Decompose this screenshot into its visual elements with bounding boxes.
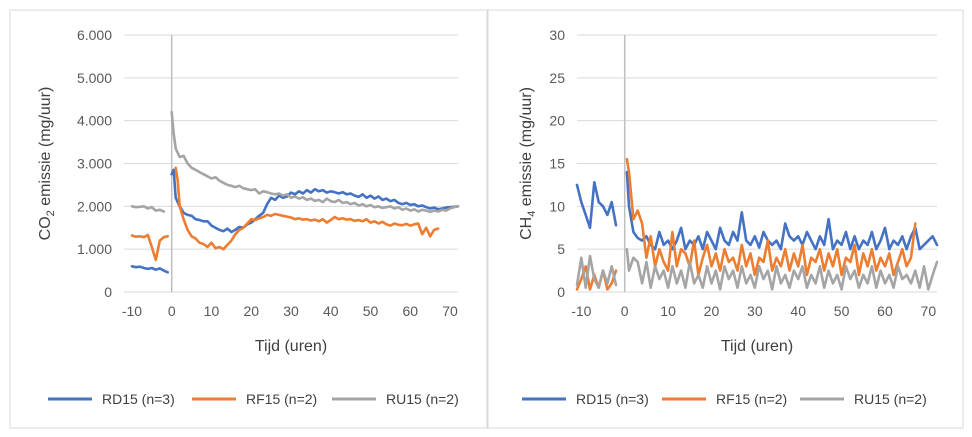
co2-x-tick-label: 0: [168, 303, 176, 319]
co2-legend-label-3: RU15 (n=2): [386, 391, 459, 407]
ch4-series-3-line-2: [625, 247, 939, 291]
co2-legend: RD15 (n=3) RF15 (n=2) RU15 (n=2): [48, 391, 459, 407]
ch4-x-tick-label: 40: [790, 303, 806, 319]
panel-border-ch4: [487, 9, 964, 429]
ch4-series-1-line-2: [625, 170, 939, 251]
co2-y-tick-label: 1.000: [77, 241, 112, 257]
co2-y-tick-label: 3.000: [77, 156, 112, 172]
ch4-series-2-line-2: [625, 157, 917, 277]
ch4-y-tick-label: 0: [557, 284, 565, 300]
ch4-legend-label-1: RD15 (n=3): [576, 391, 649, 407]
co2-x-tick-label: 20: [243, 303, 259, 319]
co2-series-1-line-1: [130, 264, 169, 274]
ch4-y-axis-title: CH4 emissie (mg/uur): [518, 87, 538, 240]
ch4-series-3-line-1: [575, 254, 618, 290]
co2-series-2-line-2: [174, 166, 440, 251]
co2-x-tick-label: 50: [363, 303, 379, 319]
co2-y-tick-label: 5.000: [77, 70, 112, 86]
ch4-y-tick-label: 5: [557, 241, 565, 257]
ch4-x-tick-label: 60: [877, 303, 893, 319]
co2-series-2: [130, 166, 440, 262]
co2-series-2-line-1: [130, 233, 169, 262]
ch4-series-1-line-1: [575, 181, 618, 230]
co2-y-tick-label: 2.000: [77, 198, 112, 214]
ch4-x-axis-title: Tijd (uren): [721, 338, 793, 355]
co2-series-3: [130, 110, 460, 214]
ch4-x-tick-label: 20: [704, 303, 720, 319]
co2-x-tick-label: 40: [323, 303, 339, 319]
co2-x-tick-label: -10: [122, 303, 142, 319]
co2-x-tick-label: 60: [402, 303, 418, 319]
ch4-legend-label-2: RF15 (n=2): [716, 391, 787, 407]
co2-x-tick-label: 30: [283, 303, 299, 319]
co2-y-tick-label: 4.000: [77, 113, 112, 129]
co2-series-1-line-2: [170, 168, 460, 234]
ch4-chart: 0 5 10 15 20 25 30 -10 0 10 20 30 40 50 60 70 CH4 emissi…: [518, 27, 939, 407]
ch4-y-tick-label: 15: [549, 156, 565, 172]
ch4-x-tick-label: 50: [834, 303, 850, 319]
co2-x-tick-label: 70: [442, 303, 458, 319]
co2-y-tick-label: 6.000: [77, 27, 112, 43]
ch4-legend-label-3: RU15 (n=2): [854, 391, 927, 407]
co2-chart: 0 1.000 2.000 3.000 4.000 5.000 6.000 -10 0 10 20 3…: [37, 27, 460, 407]
co2-series-3-line-1: [130, 205, 166, 213]
co2-y-tick-label: 0: [104, 284, 112, 300]
co2-legend-label-1: RD15 (n=3): [102, 391, 175, 407]
ch4-legend: RD15 (n=3) RF15 (n=2) RU15 (n=2): [522, 391, 927, 407]
ch4-series-1: [575, 170, 939, 251]
co2-series-3-line-2: [170, 110, 460, 214]
co2-legend-label-2: RF15 (n=2): [246, 391, 317, 407]
panel-border-co2: [9, 9, 488, 429]
ch4-y-tick-label: 25: [549, 70, 565, 86]
ch4-series-3: [575, 247, 939, 291]
ch4-y-tick-label: 10: [549, 198, 565, 214]
co2-y-axis-title: CO2 emissie (mg/uur): [37, 87, 57, 241]
co2-series-1: [130, 168, 460, 274]
ch4-x-tick-label: 10: [660, 303, 676, 319]
ch4-y-tick-label: 20: [549, 113, 565, 129]
co2-x-tick-label: 10: [204, 303, 220, 319]
ch4-x-tick-label: -10: [571, 303, 591, 319]
ch4-x-tick-label: 0: [621, 303, 629, 319]
ch4-x-tick-label: 70: [921, 303, 937, 319]
ch4-x-tick-label: 30: [747, 303, 763, 319]
ch4-y-tick-label: 30: [549, 27, 565, 43]
co2-x-axis-title: Tijd (uren): [255, 338, 327, 355]
